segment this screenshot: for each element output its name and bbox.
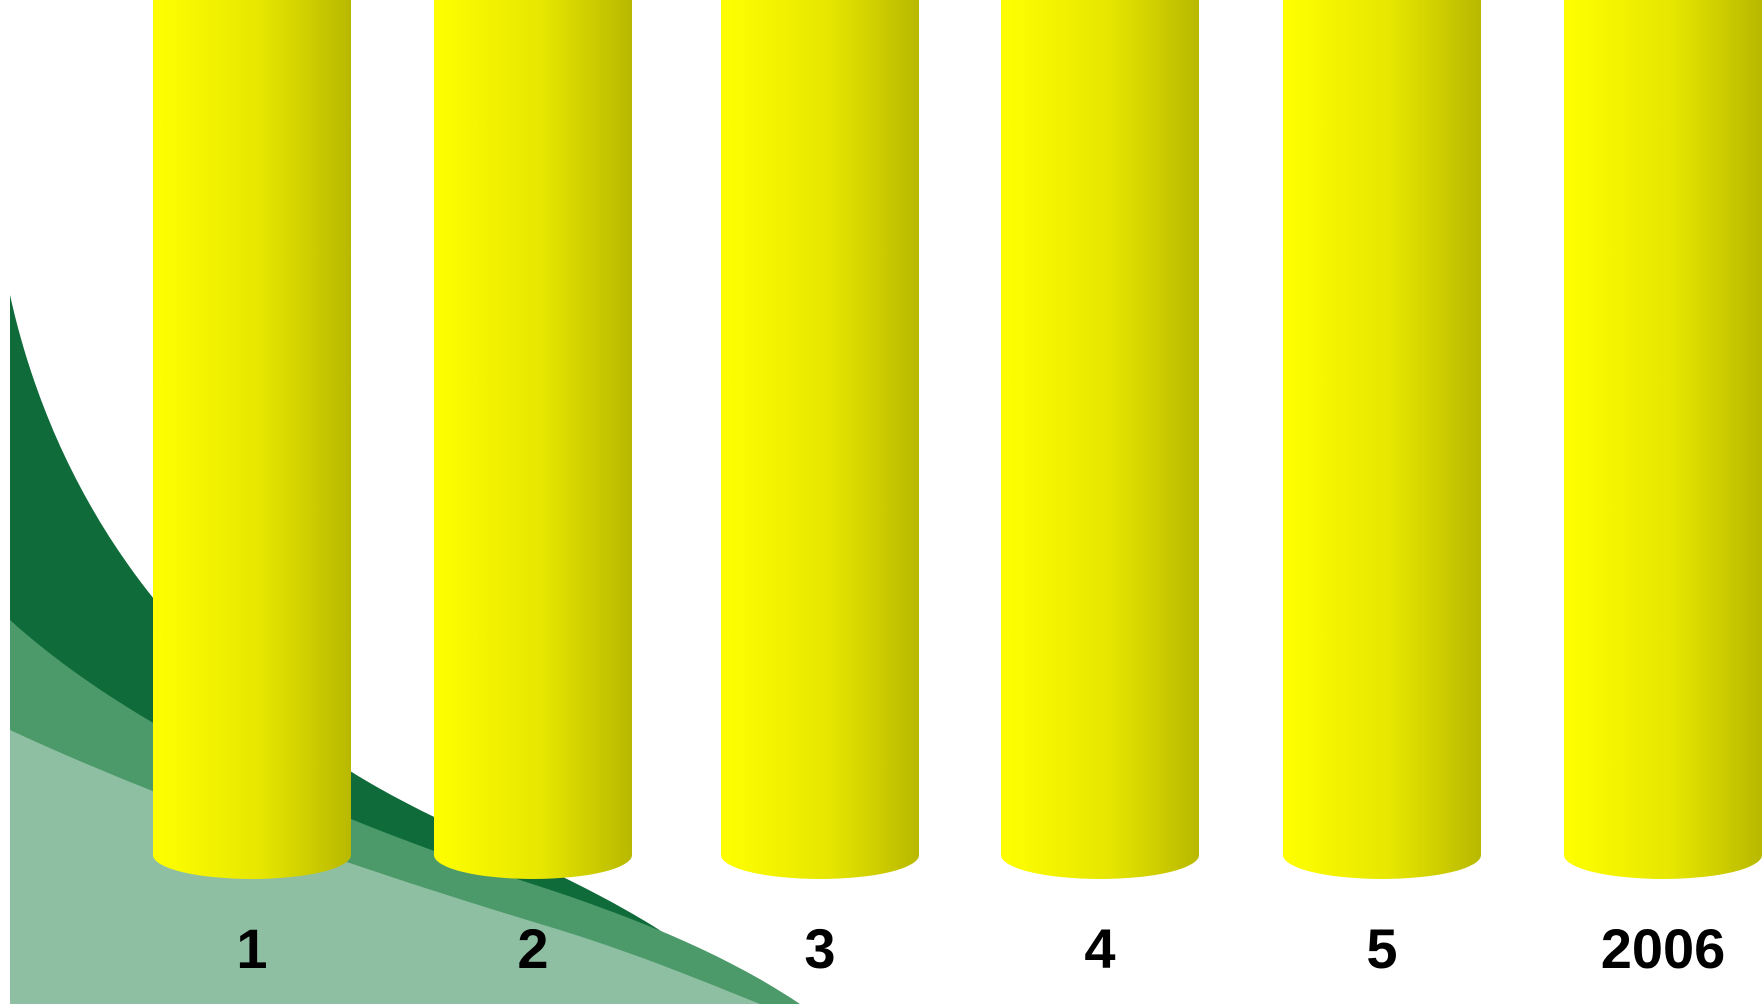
x-tick-label: 4: [1084, 917, 1115, 980]
swoosh-light: [10, 730, 760, 1004]
bar-3: [721, 0, 919, 879]
bar-body: [153, 0, 351, 879]
bar-body: [434, 0, 632, 879]
bar-body: [1283, 0, 1481, 879]
bar-body: [1564, 0, 1762, 879]
bar-2006: [1564, 0, 1762, 879]
x-tick-label: 2006: [1601, 917, 1726, 980]
x-axis-tick-labels: 1 2 3 4 5 2006: [236, 917, 1725, 980]
bar-body: [1001, 0, 1199, 879]
background-swoosh: [10, 295, 800, 1004]
bar-2: [434, 0, 632, 879]
bar-1: [153, 0, 351, 879]
x-tick-label: 2: [517, 917, 548, 980]
bar-4: [1001, 0, 1199, 879]
x-tick-label: 3: [804, 917, 835, 980]
bar-series: [153, 0, 1762, 879]
bar-body: [721, 0, 919, 879]
x-tick-label: 1: [236, 917, 267, 980]
x-tick-label: 5: [1366, 917, 1397, 980]
bar-5: [1283, 0, 1481, 879]
